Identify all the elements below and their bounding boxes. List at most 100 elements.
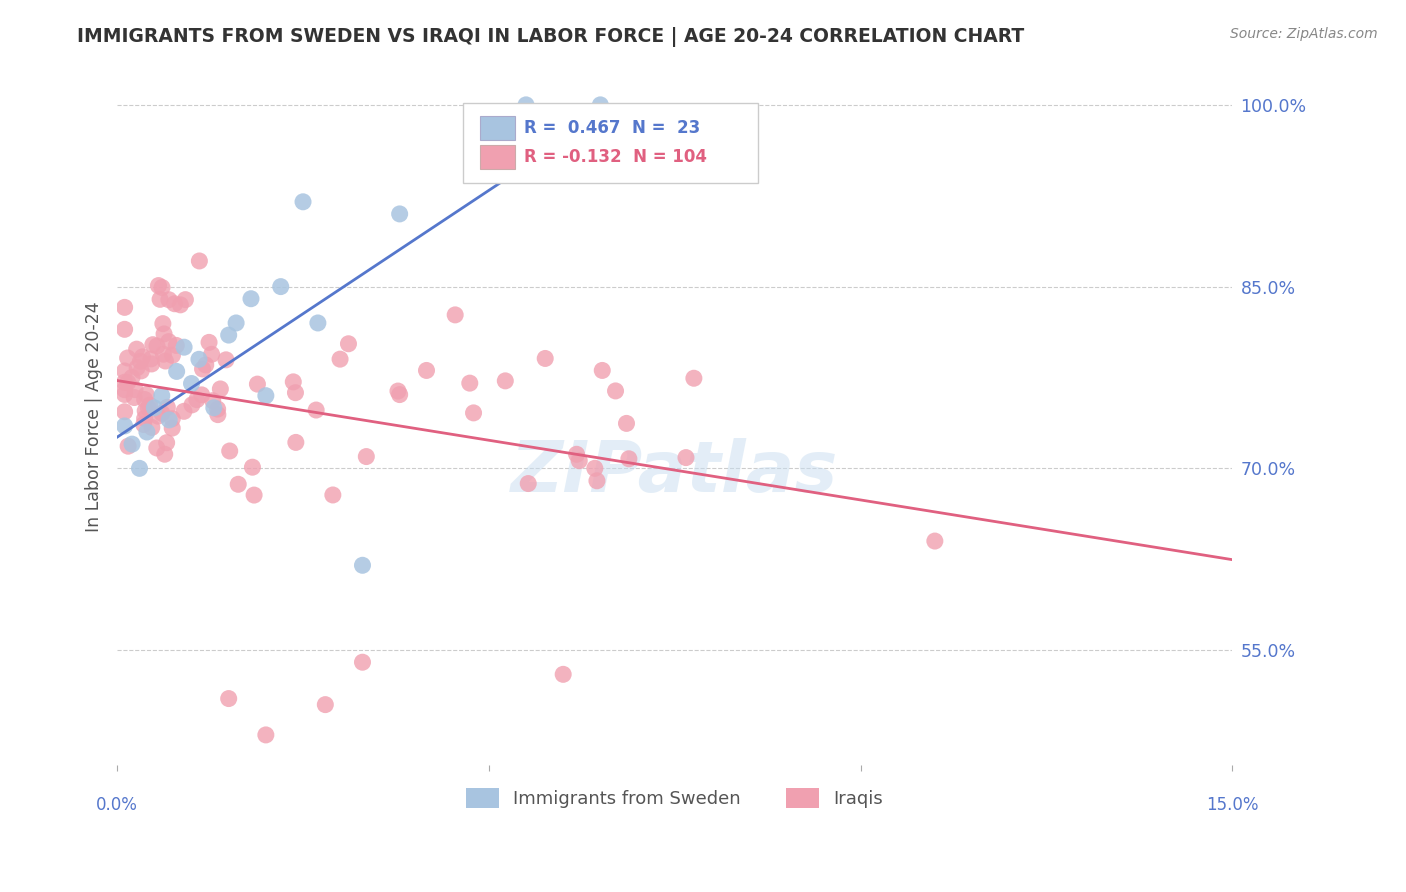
Point xyxy=(246,377,269,392)
Point xyxy=(114,364,136,378)
Point xyxy=(180,376,202,391)
Point xyxy=(114,383,136,397)
Point xyxy=(215,352,238,367)
Point xyxy=(284,385,307,400)
Point xyxy=(494,374,516,388)
Point xyxy=(515,98,537,112)
Point xyxy=(114,405,136,419)
Text: ZIPatlas: ZIPatlas xyxy=(510,438,838,507)
Text: R = -0.132  N = 104: R = -0.132 N = 104 xyxy=(524,148,707,166)
Text: 15.0%: 15.0% xyxy=(1206,796,1258,814)
Point xyxy=(173,340,195,354)
Point xyxy=(583,461,606,475)
Point xyxy=(202,401,225,415)
Point xyxy=(388,387,411,401)
Point xyxy=(138,398,160,412)
Point xyxy=(675,450,697,465)
Point xyxy=(188,352,211,367)
Point xyxy=(162,348,184,362)
Point xyxy=(127,360,149,375)
Point xyxy=(387,384,409,398)
Point xyxy=(194,358,217,372)
Point xyxy=(284,435,307,450)
Point xyxy=(150,280,173,294)
Point xyxy=(586,474,609,488)
Point xyxy=(129,364,152,378)
Point xyxy=(270,279,292,293)
Point xyxy=(517,476,540,491)
Point xyxy=(155,354,177,368)
Point xyxy=(117,376,139,390)
Point xyxy=(141,357,163,371)
Point xyxy=(605,384,627,398)
Point xyxy=(209,382,232,396)
Point xyxy=(243,488,266,502)
Point xyxy=(150,389,173,403)
Point xyxy=(152,347,174,361)
Point xyxy=(190,388,212,402)
Point xyxy=(152,317,174,331)
Point xyxy=(153,326,176,341)
Text: 0.0%: 0.0% xyxy=(96,796,138,814)
Point xyxy=(141,420,163,434)
Point xyxy=(114,387,136,401)
Point xyxy=(169,298,191,312)
Point xyxy=(157,413,180,427)
Point xyxy=(352,655,374,669)
Point xyxy=(125,342,148,356)
Point xyxy=(129,354,152,368)
Point xyxy=(114,376,136,390)
Point xyxy=(162,411,184,425)
Point xyxy=(458,376,481,391)
Point xyxy=(143,401,166,415)
Point xyxy=(225,316,247,330)
Point xyxy=(568,453,591,467)
Point xyxy=(254,389,277,403)
Text: R =  0.467  N =  23: R = 0.467 N = 23 xyxy=(524,119,700,136)
Point xyxy=(160,421,183,435)
Point xyxy=(131,350,153,364)
Point xyxy=(163,297,186,311)
Point xyxy=(226,477,249,491)
Point xyxy=(591,363,613,377)
FancyBboxPatch shape xyxy=(479,145,515,169)
Point xyxy=(191,362,214,376)
Point xyxy=(415,363,437,377)
Point xyxy=(292,194,315,209)
Point xyxy=(186,392,208,407)
Point xyxy=(198,335,221,350)
Point xyxy=(142,337,165,351)
Text: Source: ZipAtlas.com: Source: ZipAtlas.com xyxy=(1230,27,1378,41)
Point xyxy=(146,409,169,424)
Point xyxy=(240,292,263,306)
Point xyxy=(924,534,946,549)
Point xyxy=(181,398,204,412)
Point xyxy=(134,392,156,407)
Point xyxy=(149,293,172,307)
Point xyxy=(157,293,180,307)
Y-axis label: In Labor Force | Age 20-24: In Labor Force | Age 20-24 xyxy=(86,301,103,533)
Point xyxy=(150,406,173,420)
Point xyxy=(201,347,224,361)
Point xyxy=(283,375,305,389)
Point xyxy=(173,404,195,418)
Point xyxy=(138,401,160,416)
Point xyxy=(218,328,240,343)
Point xyxy=(124,383,146,397)
Point xyxy=(148,278,170,293)
Point xyxy=(463,406,485,420)
Point xyxy=(157,334,180,349)
Point xyxy=(153,447,176,461)
Point xyxy=(146,339,169,353)
Point xyxy=(156,435,179,450)
Point xyxy=(128,461,150,475)
Point xyxy=(444,308,467,322)
Point xyxy=(114,322,136,336)
Legend: Immigrants from Sweden, Iraqis: Immigrants from Sweden, Iraqis xyxy=(460,781,890,815)
Point xyxy=(329,352,352,367)
FancyBboxPatch shape xyxy=(479,116,515,139)
Point xyxy=(121,370,143,384)
Point xyxy=(352,558,374,573)
Point xyxy=(165,338,187,352)
Point xyxy=(117,351,139,365)
